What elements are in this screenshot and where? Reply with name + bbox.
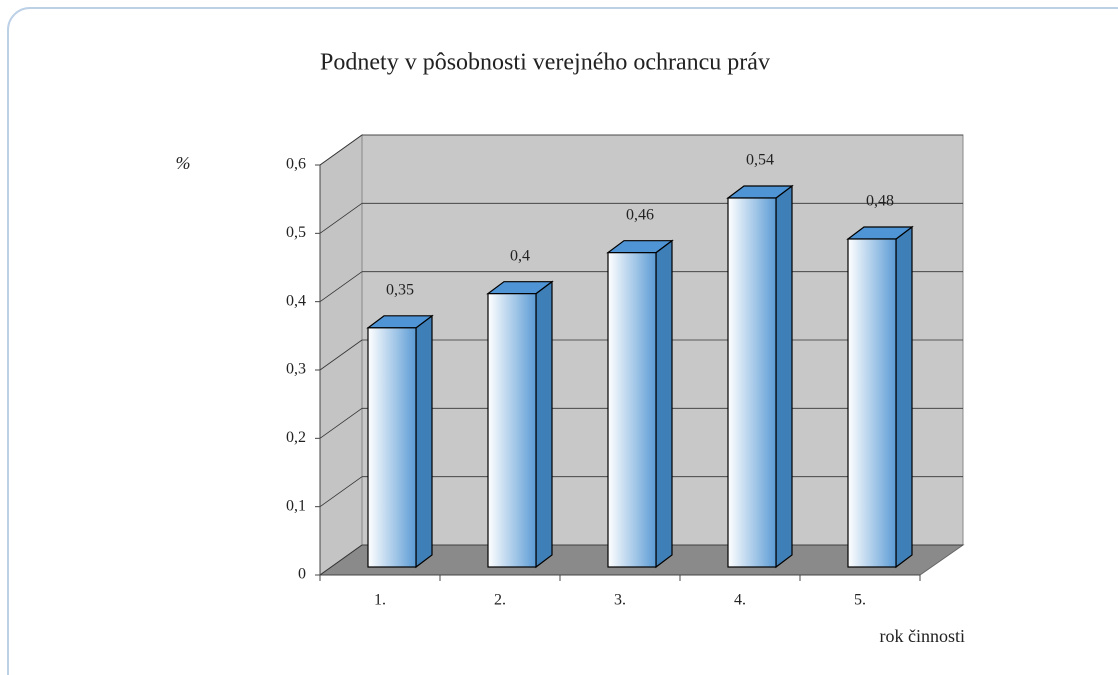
y-tick-label: 0,5 [286, 224, 306, 241]
grid-line [319, 408, 363, 439]
y-tick-label: 0,6 [286, 156, 306, 173]
bar-side [535, 280, 553, 569]
bar [727, 197, 777, 568]
value-label: 0,46 [626, 206, 654, 223]
grid-line [319, 203, 363, 234]
x-tick-label: 3. [614, 592, 626, 609]
y-axis-label: % [176, 153, 191, 173]
x-tick-label: 1. [374, 592, 386, 609]
y-tick-label: 0,2 [286, 429, 306, 446]
grid-line [319, 339, 363, 371]
x-tick-label: 4. [734, 592, 746, 609]
y-tick-label: 0 [298, 566, 306, 583]
bar-side [415, 314, 433, 569]
grid-line [319, 271, 363, 302]
x-tick-label: 2. [494, 592, 506, 609]
chart-title: Podnety v pôsobnosti verejného ochrancu … [320, 50, 770, 76]
bar-side [775, 184, 793, 569]
x-axis-label: rok činnosti [880, 626, 966, 646]
bar [607, 252, 657, 568]
value-label: 0,54 [746, 152, 774, 169]
bar [487, 293, 537, 568]
value-label: 0,35 [386, 282, 414, 299]
grid-line [319, 134, 363, 166]
grid-line [319, 476, 363, 507]
value-label: 0,48 [866, 193, 894, 210]
y-tick-label: 0,3 [286, 361, 306, 378]
grid-line [319, 544, 363, 576]
bar-side [655, 239, 673, 569]
y-tick-label: 0,4 [286, 292, 306, 309]
bar [367, 327, 417, 568]
value-label: 0,4 [510, 247, 530, 264]
y-tick-label: 0,1 [286, 497, 306, 514]
x-tick-label: 5. [854, 592, 866, 609]
bar-side [895, 225, 913, 569]
bar [847, 238, 897, 568]
frame [7, 7, 1118, 675]
